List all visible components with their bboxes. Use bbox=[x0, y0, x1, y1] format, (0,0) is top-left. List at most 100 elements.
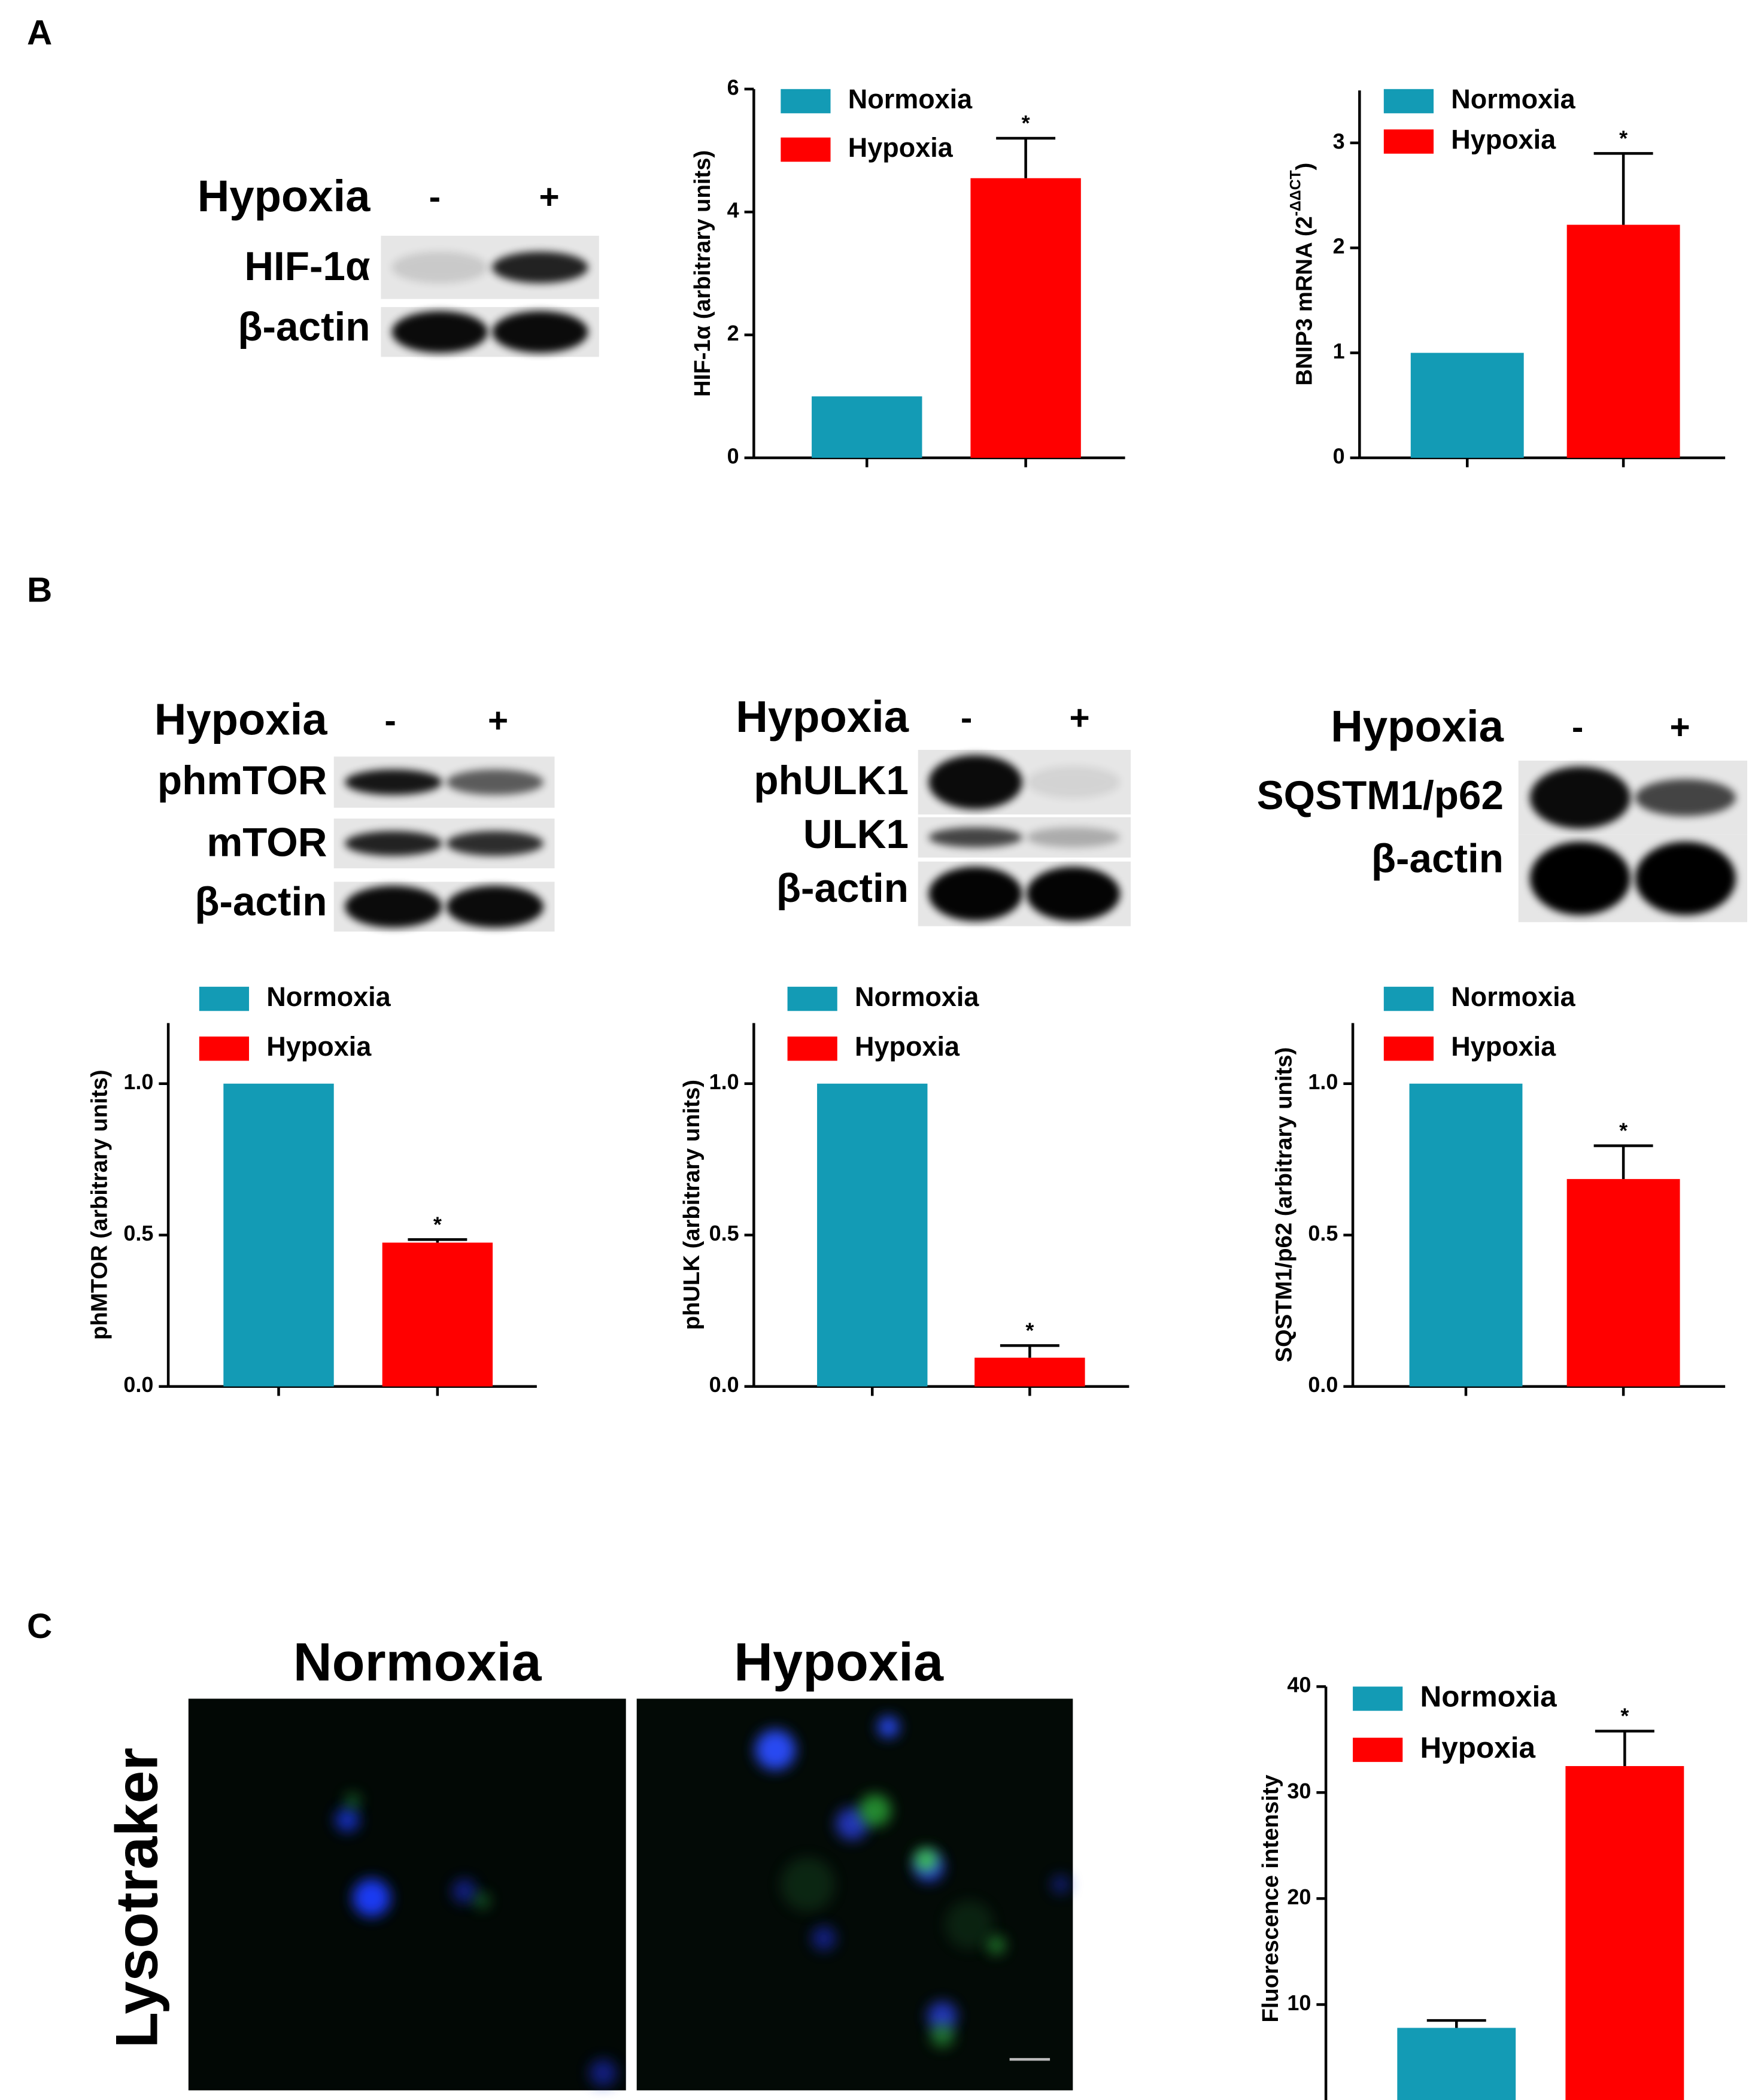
y-tick-label: 4 bbox=[727, 198, 739, 223]
blot-band bbox=[345, 769, 442, 795]
lane-label: - bbox=[961, 698, 972, 737]
bar bbox=[1409, 1083, 1523, 1387]
significance-mark: * bbox=[1620, 1704, 1629, 1728]
legend-swatch bbox=[1383, 89, 1434, 114]
legend-swatch bbox=[199, 986, 250, 1011]
significance-mark: * bbox=[433, 1212, 442, 1236]
legend-label: Hypoxia bbox=[1420, 1731, 1536, 1764]
error-bar bbox=[1593, 152, 1653, 225]
lane-label: - bbox=[429, 178, 441, 217]
lane-label: + bbox=[1669, 708, 1690, 747]
legend-label: Hypoxia bbox=[848, 132, 954, 163]
y-tick-label: 0.5 bbox=[709, 1221, 739, 1245]
y-tick-label: 0.5 bbox=[1308, 1221, 1338, 1245]
micrograph bbox=[636, 1698, 1073, 2090]
blot-band bbox=[391, 251, 488, 284]
error-bar bbox=[1595, 1730, 1654, 1767]
y-axis-label: Fluorescence intensity bbox=[1258, 1774, 1283, 2023]
significance-mark: * bbox=[1025, 1318, 1034, 1342]
blot-band bbox=[1529, 766, 1631, 829]
y-axis-label-text: SQSTM1/p62 (arbitrary units) bbox=[1271, 1047, 1297, 1363]
cell bbox=[986, 1935, 1006, 1955]
legend-label: Normoxia bbox=[1451, 84, 1575, 114]
lane-label: + bbox=[488, 701, 508, 740]
y-axis-label: SQSTM1/p62 (arbitrary units) bbox=[1271, 1047, 1297, 1363]
cell bbox=[781, 1857, 835, 1911]
panel-label: A bbox=[27, 13, 52, 52]
y-tick-label: 1 bbox=[1333, 339, 1345, 363]
blot-header: Hypoxia bbox=[198, 171, 371, 221]
blot-band bbox=[928, 867, 1022, 921]
legend-swatch bbox=[1383, 129, 1434, 154]
y-tick-label: 3 bbox=[1333, 129, 1345, 153]
lane-label: + bbox=[539, 178, 559, 217]
blot-row-label: β-actin bbox=[195, 879, 327, 924]
blot-band bbox=[492, 251, 588, 284]
legend-label: Normoxia bbox=[266, 981, 391, 1012]
bar bbox=[817, 1083, 928, 1387]
y-tick-label: 30 bbox=[1287, 1779, 1311, 1803]
y-axis-label-text: Fluorescence intensity bbox=[1258, 1774, 1283, 2023]
bar bbox=[812, 396, 922, 458]
blot-band bbox=[1635, 841, 1736, 916]
blot-band bbox=[1026, 867, 1121, 921]
error-bar bbox=[1593, 1144, 1653, 1180]
legend-label: Hypoxia bbox=[855, 1031, 960, 1062]
y-axis-label-text: BNIP3 mRNA (2 bbox=[1291, 216, 1317, 385]
legend-swatch bbox=[781, 89, 831, 114]
blot-row-label: β-actin bbox=[238, 305, 370, 350]
y-axis-label-text: phMTOR (arbitrary units) bbox=[87, 1069, 113, 1340]
y-tick-label: 0.0 bbox=[709, 1372, 739, 1397]
blot-band bbox=[345, 886, 442, 928]
bar bbox=[1397, 2028, 1516, 2100]
blot-row-label: HIF-1α bbox=[244, 244, 370, 289]
blot-row-label: mTOR bbox=[207, 820, 327, 865]
blot-row-label: ULK1 bbox=[803, 812, 909, 857]
y-axis-label: phMTOR (arbitrary units) bbox=[87, 1069, 113, 1340]
y-tick-label: 10 bbox=[1287, 1990, 1311, 2015]
cell bbox=[353, 1879, 391, 1917]
legend-swatch bbox=[1353, 1686, 1403, 1711]
cell bbox=[344, 1792, 361, 1809]
y-tick-label: 20 bbox=[1287, 1885, 1311, 1909]
micrograph-row-label: Lysotraker bbox=[103, 1748, 169, 2048]
cell bbox=[913, 1848, 939, 1873]
legend-label: Hypoxia bbox=[266, 1031, 372, 1062]
cell bbox=[858, 1794, 891, 1827]
legend-label: Normoxia bbox=[1420, 1680, 1557, 1713]
blot-band bbox=[446, 886, 544, 928]
bar bbox=[1566, 1179, 1680, 1387]
blot-band bbox=[391, 311, 488, 353]
error-bar bbox=[996, 136, 1056, 178]
panel-label: B bbox=[27, 570, 52, 609]
error-bar bbox=[1426, 2019, 1486, 2028]
y-axis-label-superscript: -ΔΔCT bbox=[1288, 170, 1304, 216]
error-bar bbox=[1000, 1344, 1059, 1358]
legend-label: Hypoxia bbox=[1451, 1031, 1556, 1062]
y-tick-label: 0.0 bbox=[1308, 1372, 1338, 1397]
y-tick-label: 0.5 bbox=[123, 1221, 153, 1245]
y-axis-label-suffix: ) bbox=[1291, 163, 1317, 171]
blot-band bbox=[446, 831, 544, 856]
blot-row-label: phULK1 bbox=[754, 758, 909, 803]
cell bbox=[452, 1879, 477, 1904]
blot-band bbox=[928, 755, 1022, 810]
lane-label: + bbox=[1070, 698, 1090, 737]
y-axis-label-text: phULK (arbitrary units) bbox=[679, 1080, 705, 1330]
significance-mark: * bbox=[1619, 126, 1628, 150]
blot-band bbox=[345, 831, 442, 856]
bar bbox=[1566, 224, 1680, 458]
legend-label: Normoxia bbox=[855, 981, 979, 1012]
lane-label: - bbox=[1572, 708, 1583, 747]
y-tick-label: 0.0 bbox=[123, 1372, 153, 1397]
bar bbox=[974, 1357, 1085, 1387]
micrograph-column: Hypoxia bbox=[734, 1633, 944, 1692]
bar bbox=[382, 1242, 493, 1387]
y-tick-label: 0 bbox=[1299, 2096, 1311, 2100]
y-axis-label: phULK (arbitrary units) bbox=[679, 1080, 705, 1330]
micrograph bbox=[188, 1698, 626, 2090]
y-axis-label-text: HIF-1α (arbitrary units) bbox=[690, 150, 715, 397]
blot-band bbox=[928, 827, 1022, 848]
cells bbox=[335, 1716, 1070, 2087]
